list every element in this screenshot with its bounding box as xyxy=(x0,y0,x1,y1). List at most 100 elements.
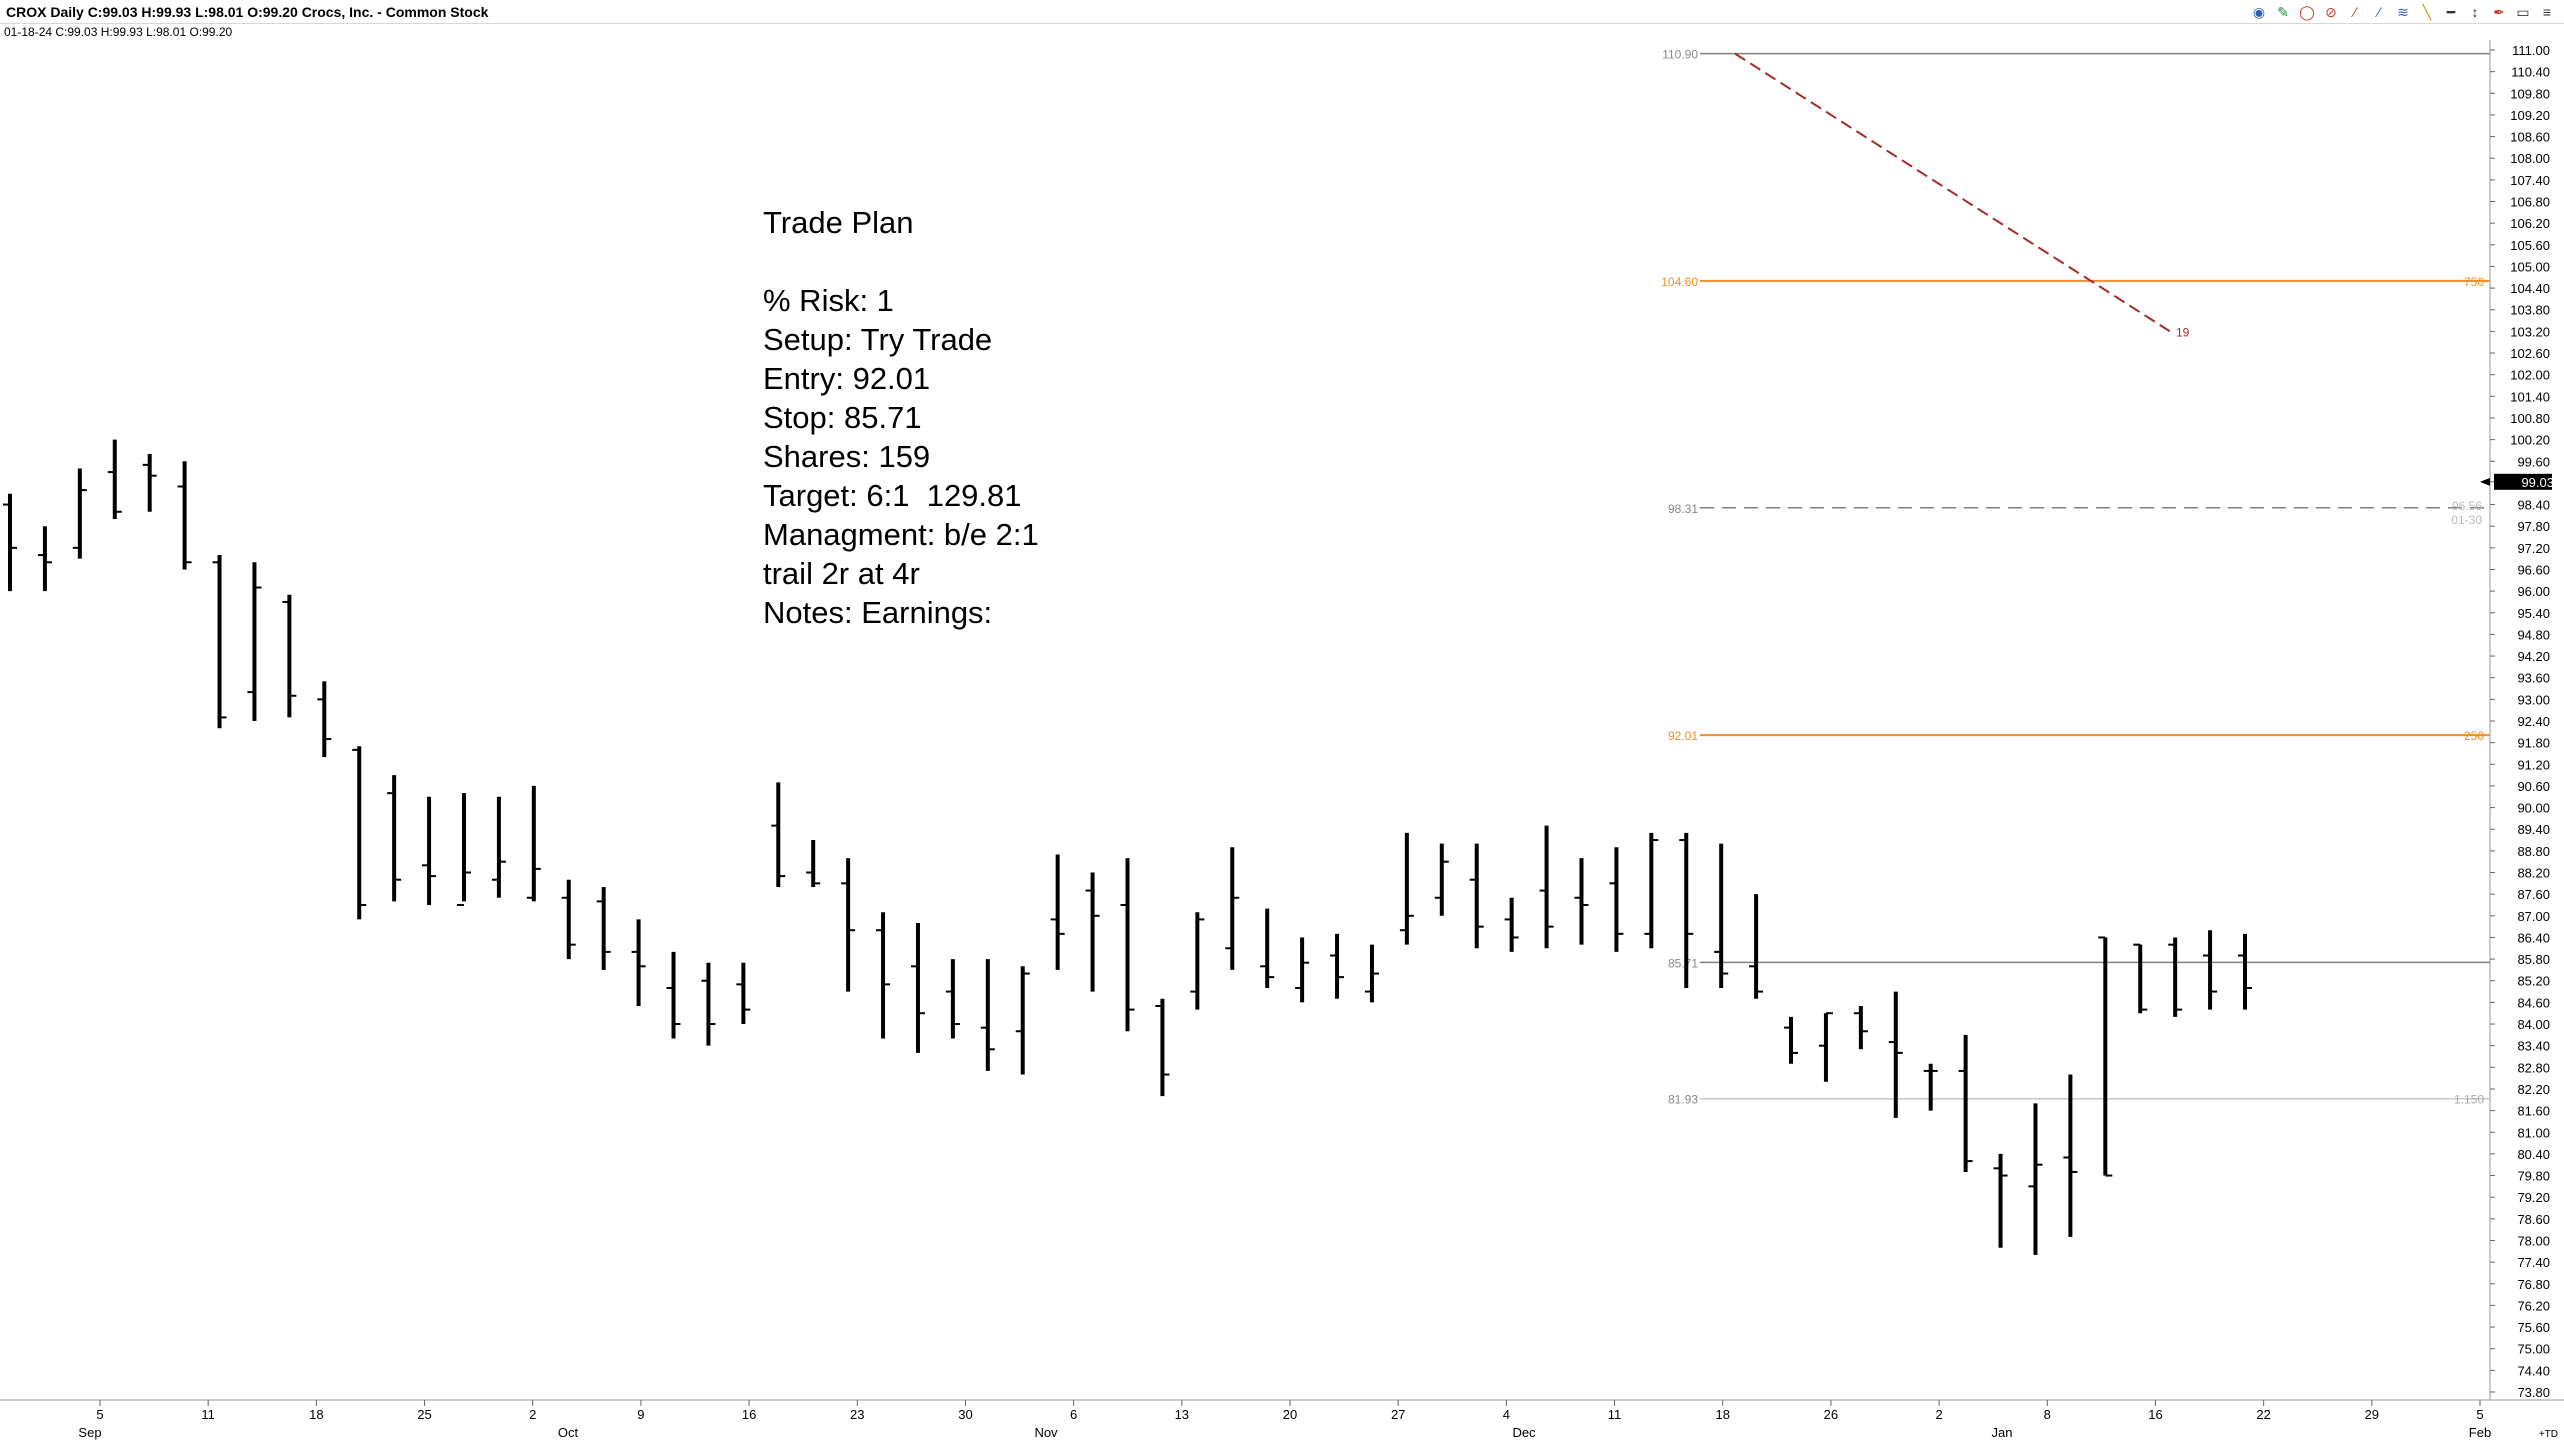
y-tick-label: 93.00 xyxy=(2517,692,2550,707)
y-tick-label: 105.00 xyxy=(2510,259,2550,274)
x-tick-label: 11 xyxy=(201,1407,215,1422)
y-tick-label: 87.00 xyxy=(2517,909,2550,924)
x-tick-label: 22 xyxy=(2256,1407,2270,1422)
globe-icon[interactable]: ◉ xyxy=(2252,4,2266,20)
x-tick-label: 5 xyxy=(2476,1407,2483,1422)
trade-plan-title: Trade Plan xyxy=(763,205,914,240)
y-tick-label: 104.40 xyxy=(2510,281,2550,296)
y-tick-label: 100.20 xyxy=(2510,433,2550,448)
y-tick-label: 78.60 xyxy=(2517,1212,2550,1227)
level-note: 96.56 xyxy=(2452,499,2482,513)
x-tick-label: 18 xyxy=(309,1407,323,1422)
x-tick-label: 5 xyxy=(96,1407,103,1422)
x-tick-label: 2 xyxy=(1935,1407,1942,1422)
y-tick-label: 76.80 xyxy=(2517,1277,2550,1292)
y-tick-label: 99.60 xyxy=(2517,454,2550,469)
circle-tool-icon[interactable]: ◯ xyxy=(2299,4,2315,20)
y-tick-label: 96.00 xyxy=(2517,584,2550,599)
month-label: Sep xyxy=(78,1425,101,1440)
stop-icon[interactable]: ⊘ xyxy=(2325,4,2337,20)
trade-plan-line: Target: 6:1 129.81 xyxy=(763,478,1022,513)
trade-plan-line xyxy=(763,242,1039,281)
trade-plan-note[interactable]: Trade Plan % Risk: 1 Setup: Try Trade Entry… xyxy=(763,203,1039,632)
level-left-label: 98.31 xyxy=(1668,502,1698,516)
month-label: Feb xyxy=(2469,1425,2491,1440)
y-tick-label: 108.60 xyxy=(2510,130,2550,145)
y-tick-label: 81.60 xyxy=(2517,1104,2550,1119)
y-tick-label: 88.20 xyxy=(2517,866,2550,881)
y-tick-label: 75.60 xyxy=(2517,1320,2550,1335)
y-tick-label: 91.80 xyxy=(2517,736,2550,751)
trade-plan-line: trail 2r at 4r xyxy=(763,556,920,591)
trade-plan-line: Shares: 159 xyxy=(763,439,931,474)
level-left-label: 110.90 xyxy=(1662,48,1698,62)
trend-line[interactable] xyxy=(1734,52,2171,333)
y-tick-label: 97.20 xyxy=(2517,541,2550,556)
x-tick-label: 16 xyxy=(742,1407,756,1422)
y-tick-label: 102.60 xyxy=(2510,346,2550,361)
ohlc-readout: 01-18-24 C:99.03 H:99.93 L:98.01 O:99.20 xyxy=(4,25,233,39)
y-tick-label: 85.80 xyxy=(2517,952,2550,967)
x-tick-label: 23 xyxy=(850,1407,864,1422)
x-tick-label: 13 xyxy=(1175,1407,1189,1422)
y-tick-label: 82.20 xyxy=(2517,1082,2550,1097)
drawing-toolbar: ◉ ✎ ◯ ⊘ ∕ ⁄ ≋ ╲ ━ ↕ ✒ ▭ ≡ xyxy=(2250,3,2556,21)
level-left-label: 104.60 xyxy=(1661,275,1698,289)
trade-plan-line: Notes: Earnings: xyxy=(763,595,993,630)
y-tick-label: 85.20 xyxy=(2517,974,2550,989)
x-tick-label: 26 xyxy=(1824,1407,1838,1422)
last-price-arrow-icon xyxy=(2480,477,2490,486)
window-icon[interactable]: ▭ xyxy=(2516,4,2530,20)
y-tick-label: 92.40 xyxy=(2517,714,2550,729)
x-tick-label: 6 xyxy=(1070,1407,1077,1422)
y-tick-label: 109.80 xyxy=(2510,86,2550,101)
month-label: Nov xyxy=(1034,1425,1058,1440)
y-tick-label: 93.60 xyxy=(2517,671,2550,686)
x-tick-label: 9 xyxy=(637,1407,644,1422)
y-tick-label: 88.80 xyxy=(2517,844,2550,859)
fib-lines-icon[interactable]: ≋ xyxy=(2397,4,2409,20)
menu-icon[interactable]: ≡ xyxy=(2542,4,2552,20)
price-arrow-icon[interactable]: ↕ xyxy=(2471,4,2479,20)
level-left-label: 92.01 xyxy=(1668,729,1698,743)
y-tick-label: 87.60 xyxy=(2517,887,2550,902)
y-tick-label: 78.00 xyxy=(2517,1233,2550,1248)
x-tick-label: 11 xyxy=(1608,1407,1622,1422)
y-tick-label: 103.20 xyxy=(2510,324,2550,339)
level-line-icon[interactable]: ━ xyxy=(2446,4,2456,20)
x-tick-label: 20 xyxy=(1283,1407,1297,1422)
x-tick-label: 18 xyxy=(1715,1407,1729,1422)
trade-plan-line: Entry: 92.01 xyxy=(763,361,931,396)
trend-marker-label: 19 xyxy=(2176,325,2190,339)
y-tick-label: 97.80 xyxy=(2517,519,2550,534)
x-tick-label: 4 xyxy=(1503,1407,1510,1422)
month-label: Dec xyxy=(1512,1425,1536,1440)
y-tick-label: 101.40 xyxy=(2510,389,2550,404)
trendline-icon[interactable]: ⁄ xyxy=(2377,4,2381,20)
brush-icon[interactable]: ∕ xyxy=(2353,4,2357,20)
pen-icon[interactable]: ✒ xyxy=(2493,4,2505,20)
y-tick-label: 96.60 xyxy=(2517,562,2550,577)
y-tick-label: 82.80 xyxy=(2517,1060,2550,1075)
y-tick-label: 84.60 xyxy=(2517,995,2550,1010)
y-tick-label: 107.40 xyxy=(2510,173,2550,188)
y-tick-label: 111.00 xyxy=(2512,43,2550,58)
y-tick-label: 105.60 xyxy=(2510,238,2550,253)
marker-icon[interactable]: ╲ xyxy=(2422,4,2432,20)
pencil-icon[interactable]: ✎ xyxy=(2277,4,2289,20)
y-tick-label: 74.40 xyxy=(2517,1363,2550,1378)
y-tick-label: 90.00 xyxy=(2517,801,2550,816)
y-tick-label: 95.40 xyxy=(2517,606,2550,621)
x-tick-label: 30 xyxy=(958,1407,972,1422)
trade-plan-line: Stop: 85.71 xyxy=(763,400,922,435)
last-price-label: 99.03 xyxy=(2521,475,2554,490)
level-left-label: 85.71 xyxy=(1668,956,1698,970)
y-tick-label: 98.40 xyxy=(2517,498,2550,513)
trade-plan-line: Managment: b/e 2:1 xyxy=(763,517,1039,552)
level-note: 01-30 xyxy=(2451,513,2482,527)
level-right-label: 250 xyxy=(2464,729,2484,743)
y-tick-label: 102.00 xyxy=(2510,368,2550,383)
x-tick-label: 8 xyxy=(2044,1407,2051,1422)
